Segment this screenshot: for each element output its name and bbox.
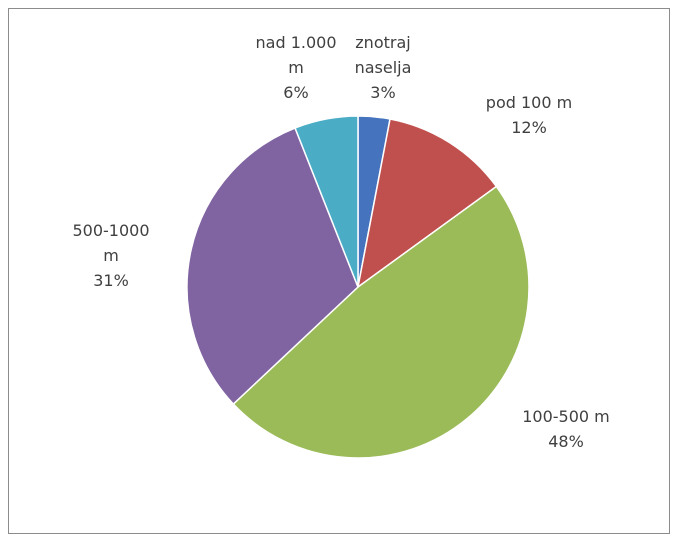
slice-label-line-0-1: naselja [355, 58, 412, 77]
pie-slice-4 [294, 115, 359, 288]
slice-label-line-1-0: pod 100 m [486, 93, 572, 112]
pie-slice-1 [356, 118, 498, 289]
slice-label-1: pod 100 m 12% [486, 93, 572, 137]
slice-percent-0: 3% [370, 83, 395, 102]
slice-label-line-4-0: nad 1.000 [256, 33, 337, 52]
slice-percent-4: 6% [283, 83, 308, 102]
slice-label-4: nad 1.000 m 6% [256, 33, 337, 102]
slice-label-line-4-1: m [288, 58, 304, 77]
slice-label-line-0-0: znotraj [355, 33, 410, 52]
slice-percent-1: 12% [511, 118, 547, 137]
slice-label-line-3-1: m [103, 246, 119, 265]
slice-label-line-3-0: 500-1000 [72, 221, 149, 240]
pie-slice-2 [232, 185, 530, 459]
slice-percent-3: 31% [93, 271, 129, 290]
slice-label-3: 500-1000 m 31% [72, 221, 149, 290]
slice-label-0: znotraj naselja 3% [355, 33, 412, 102]
slice-label-line-2-0: 100-500 m [522, 407, 610, 426]
pie-slice-3 [186, 127, 359, 406]
pie-labels: znotraj naselja 3% pod 100 m 12% 100-500 m 48%… [72, 33, 609, 451]
slice-label-2: 100-500 m 48% [522, 407, 610, 451]
slice-percent-2: 48% [548, 432, 584, 451]
chart-frame [8, 8, 670, 534]
pie-slices [186, 115, 530, 459]
